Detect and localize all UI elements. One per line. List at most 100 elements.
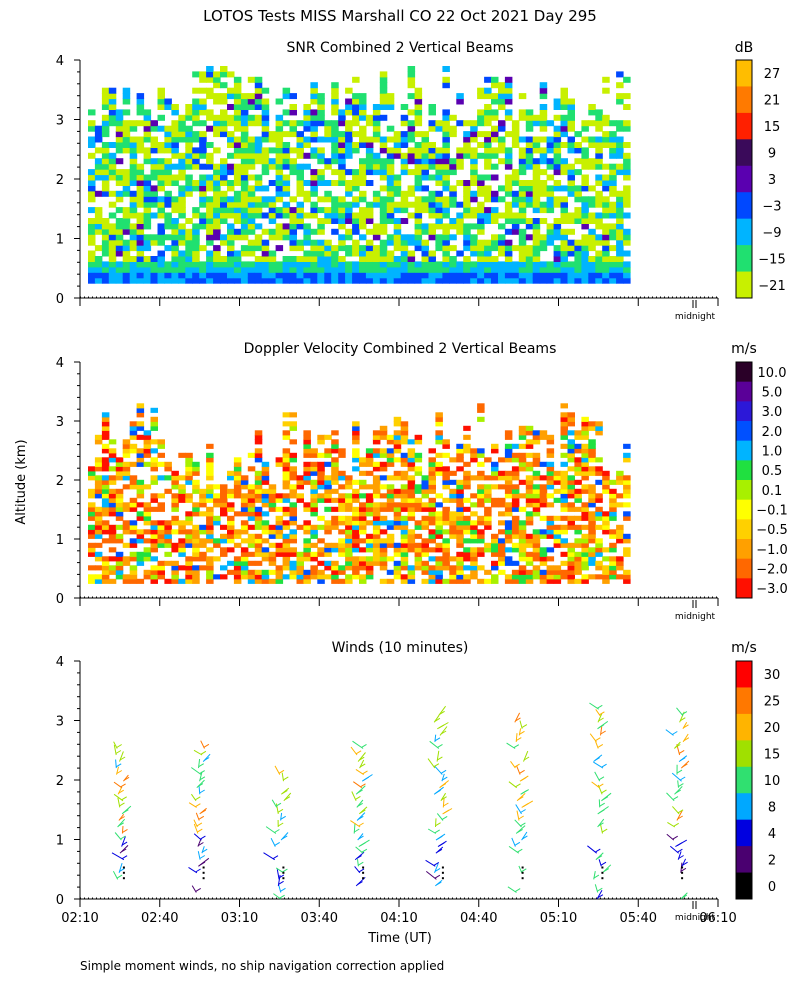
- heatmap-cell: [143, 511, 152, 517]
- figure-title: LOTOS Tests MISS Marshall CO 22 Oct 2021…: [203, 7, 597, 25]
- heatmap-cell: [400, 533, 409, 539]
- heatmap-cell: [345, 185, 353, 192]
- heatmap-cell: [310, 502, 318, 508]
- heatmap-cell: [532, 272, 541, 279]
- heatmap-cell: [365, 158, 374, 165]
- heatmap-cell: [393, 245, 402, 252]
- heatmap-cell: [616, 479, 624, 485]
- heatmap-cell: [192, 556, 200, 562]
- heatmap-cell: [282, 457, 291, 463]
- heatmap-cell: [560, 256, 568, 262]
- heatmap-cell: [303, 152, 311, 159]
- heatmap-cell: [588, 218, 596, 224]
- wind-barb-flag: [119, 867, 125, 872]
- heatmap-cell: [143, 551, 152, 557]
- heatmap-cell: [386, 169, 395, 176]
- heatmap-cell: [268, 147, 277, 154]
- heatmap-cell: [268, 524, 277, 530]
- heatmap-cell: [595, 560, 603, 566]
- heatmap-cell: [171, 250, 179, 257]
- heatmap-cell: [101, 502, 110, 508]
- y-tick-label: 2: [56, 474, 64, 489]
- heatmap-cell: [428, 158, 436, 165]
- heatmap-cell: [442, 256, 450, 262]
- heatmap-cell: [254, 98, 263, 105]
- heatmap-cell: [491, 256, 499, 262]
- heatmap-cell: [560, 201, 568, 208]
- heatmap-cell: [504, 511, 513, 517]
- heatmap-cell: [379, 529, 388, 535]
- wind-barb: [265, 826, 280, 834]
- wind-barb: [594, 884, 603, 893]
- heatmap-cell: [442, 136, 450, 143]
- wind-barb: [511, 837, 521, 847]
- heatmap-cell: [108, 163, 117, 170]
- heatmap-cell: [157, 475, 165, 481]
- heatmap-cell: [310, 87, 318, 94]
- heatmap-cell: [136, 484, 145, 490]
- heatmap-cell: [463, 212, 471, 219]
- heatmap-cell: [178, 261, 186, 268]
- heatmap-cell: [560, 574, 568, 580]
- calm-marker: [202, 871, 205, 874]
- heatmap-cell: [338, 520, 346, 526]
- heatmap-cell: [275, 497, 284, 503]
- heatmap-cell: [595, 457, 603, 463]
- heatmap-cell: [567, 502, 575, 508]
- heatmap-cell: [602, 569, 610, 575]
- heatmap-cell: [206, 475, 214, 481]
- heatmap-cell: [553, 169, 562, 176]
- heatmap-cell: [150, 147, 158, 154]
- heatmap-cell: [553, 574, 562, 580]
- heatmap-cell: [247, 76, 256, 83]
- heatmap-cell: [143, 174, 152, 181]
- heatmap-cell: [192, 272, 200, 279]
- heatmap-cell: [345, 475, 353, 481]
- heatmap-cell: [546, 502, 555, 508]
- heatmap-cell: [129, 502, 138, 508]
- calm-marker: [362, 871, 365, 874]
- heatmap-cell: [136, 228, 145, 235]
- heatmap-cell: [428, 234, 436, 241]
- wind-barb-flag: [116, 874, 123, 879]
- wind-barb-flag: [198, 763, 204, 768]
- heatmap-cell: [623, 158, 631, 165]
- heatmap-cell: [567, 430, 575, 436]
- calm-marker: [122, 871, 125, 874]
- wind-barb: [118, 813, 125, 821]
- wind-barb-staff: [195, 812, 200, 821]
- heatmap-cell: [129, 448, 138, 454]
- heatmap-cell: [567, 578, 575, 584]
- heatmap-cell: [115, 261, 124, 268]
- heatmap-cell: [581, 448, 589, 454]
- heatmap-cell: [129, 201, 138, 208]
- heatmap-cell: [94, 158, 103, 165]
- heatmap-cell: [157, 142, 165, 148]
- heatmap-cell: [365, 256, 374, 262]
- heatmap-cell: [338, 114, 346, 121]
- heatmap-cell: [609, 497, 617, 503]
- heatmap-cell: [484, 93, 492, 100]
- heatmap-cell: [532, 207, 541, 214]
- heatmap-cell: [122, 185, 131, 192]
- wind-barb: [671, 772, 686, 782]
- heatmap-cell: [213, 185, 221, 192]
- heatmap-cell: [352, 131, 360, 138]
- heatmap-cell: [435, 412, 443, 418]
- heatmap-cell: [414, 87, 423, 94]
- heatmap-cell: [220, 120, 228, 127]
- heatmap-cell: [588, 245, 596, 252]
- wind-barb-flag: [357, 802, 363, 807]
- heatmap-cell: [546, 493, 555, 499]
- heatmap-cell: [233, 277, 242, 284]
- heatmap-cell: [178, 565, 186, 571]
- heatmap-cell: [345, 560, 353, 566]
- heatmap-cell: [484, 250, 492, 257]
- heatmap-cell: [88, 511, 96, 517]
- heatmap-cell: [463, 506, 471, 512]
- heatmap-cell: [282, 484, 291, 490]
- heatmap-cell: [442, 131, 450, 138]
- heatmap-cell: [240, 524, 249, 530]
- wind-barb-flag: [672, 731, 678, 735]
- heatmap-cell: [546, 185, 555, 192]
